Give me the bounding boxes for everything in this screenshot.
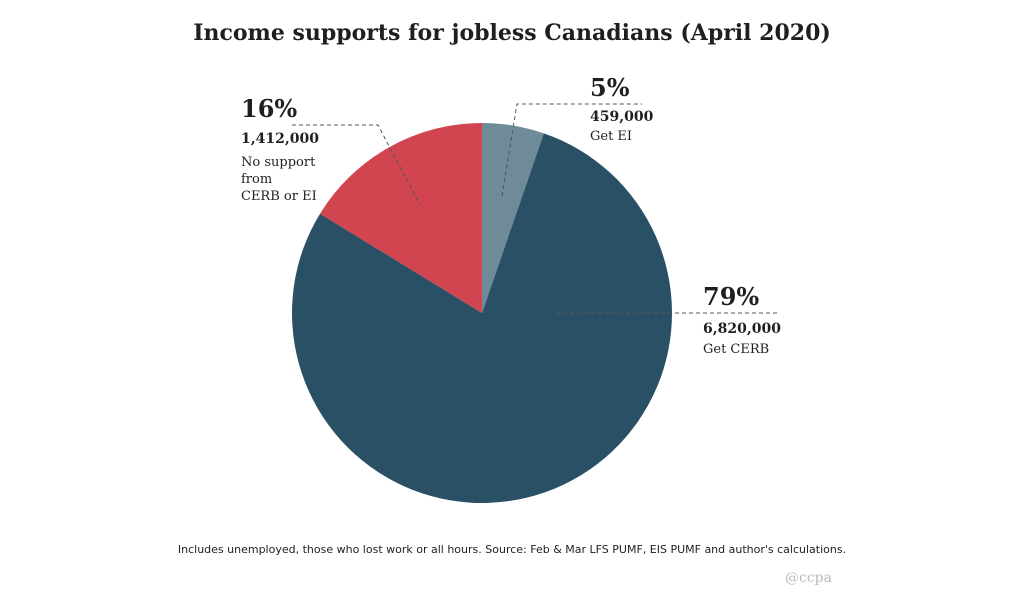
pie-slices <box>292 123 673 504</box>
pie-slice-cerb <box>292 133 673 504</box>
leader-line-no-support <box>292 124 421 206</box>
leader-line-ei <box>501 103 642 197</box>
value-label-no-support: 1,412,000 <box>241 131 319 147</box>
desc-label-cerb: Get CERB <box>703 342 769 357</box>
value-label-cerb: 6,820,000 <box>703 321 781 337</box>
desc-label-no-support-line2: from <box>241 172 272 187</box>
footnote: Includes unemployed, those who lost work… <box>178 543 846 556</box>
percent-label-ei: 5% <box>590 73 630 102</box>
chart-title: Income supports for jobless Canadians (A… <box>193 20 831 46</box>
desc-label-ei: Get EI <box>590 129 632 144</box>
credit-watermark: @ccpa <box>785 570 832 586</box>
desc-label-no-support-line1: No support <box>241 155 316 170</box>
pie-slice-ei <box>482 123 544 313</box>
slice-label-no-support: 16% 1,412,000 No support from CERB or EI <box>241 94 421 206</box>
slice-label-cerb: 79% 6,820,000 Get CERB <box>556 282 781 357</box>
slice-label-ei: 5% 459,000 Get EI <box>501 73 654 197</box>
value-label-ei: 459,000 <box>590 109 654 125</box>
desc-label-no-support-line3: CERB or EI <box>241 189 317 204</box>
pie-slice-no-support <box>320 123 482 313</box>
percent-label-cerb: 79% <box>703 282 759 311</box>
percent-label-no-support: 16% <box>241 94 297 123</box>
